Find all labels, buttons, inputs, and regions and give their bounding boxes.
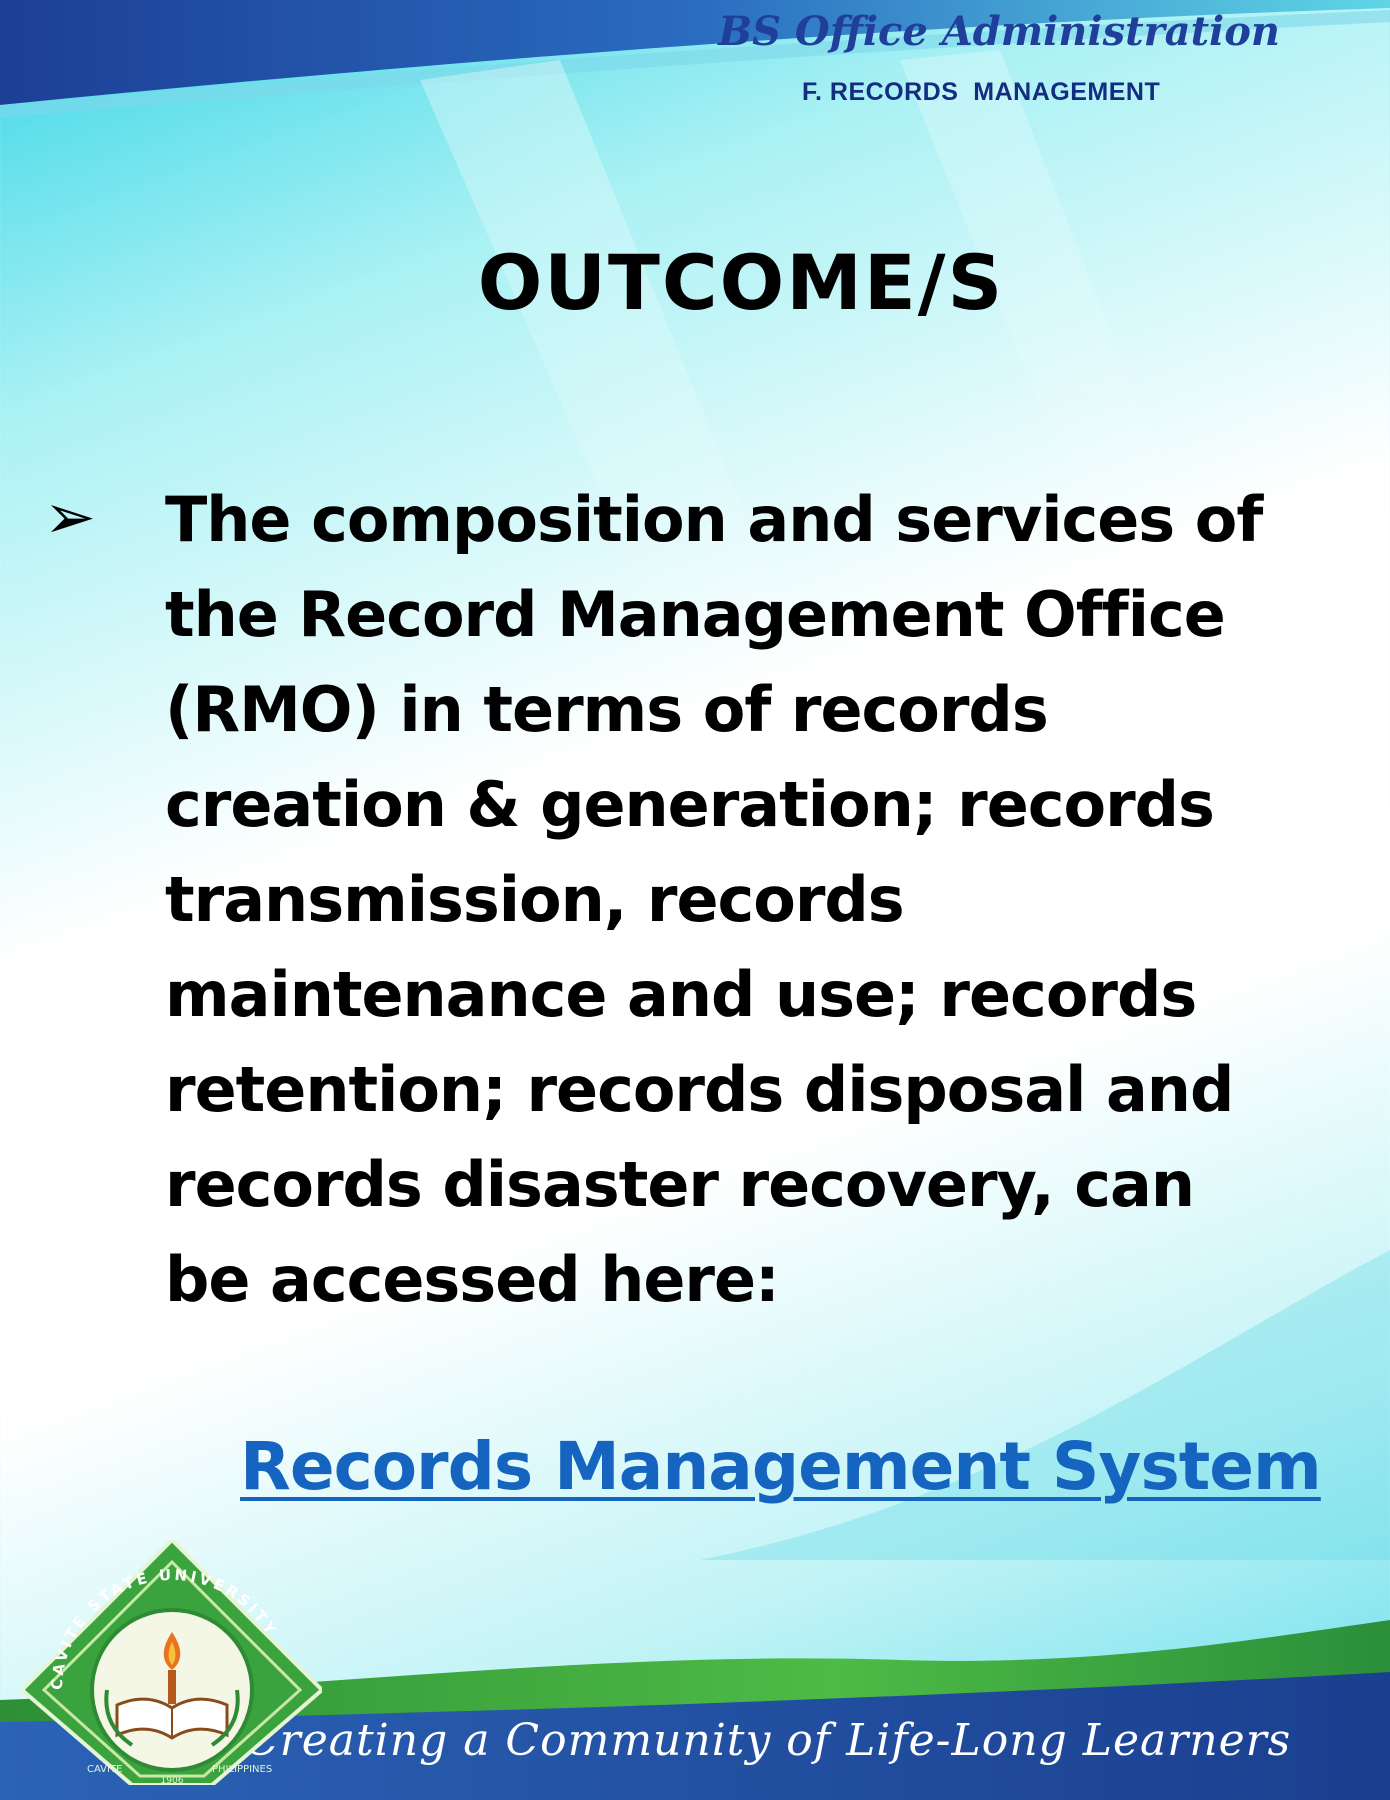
seal-year-text: 1906: [161, 1776, 184, 1785]
seal-bottom-right-text: PHILIPPINES: [212, 1764, 272, 1775]
outcome-text: The composition and services of the Reco…: [165, 483, 1263, 1316]
subject-title: F. RECORDS MANAGEMENT: [802, 78, 1161, 106]
university-seal-icon: CAVITE STATE UNIVERSITY CAVITE PHILIPPIN…: [22, 1540, 322, 1785]
footer-tagline: Creating a Community of Life-Long Learne…: [245, 1715, 1292, 1766]
records-management-system-link[interactable]: Records Management System: [240, 1428, 1322, 1505]
program-title: BS Office Administration: [718, 8, 1280, 55]
arrow-bullet-icon: ➢: [44, 480, 96, 553]
seal-bottom-left-text: CAVITE: [87, 1764, 122, 1775]
page-title: OUTCOME/S: [477, 238, 1005, 327]
